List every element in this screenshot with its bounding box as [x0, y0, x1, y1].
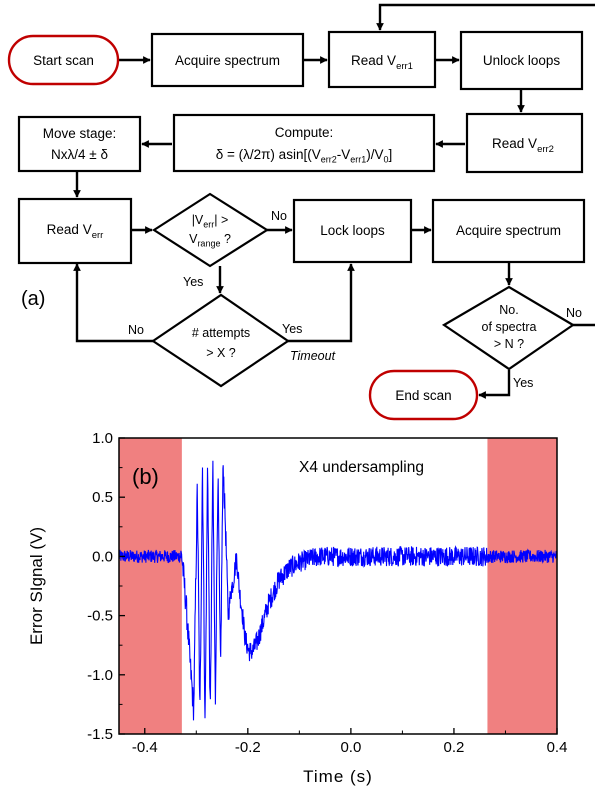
- lock-loops-label: Lock loops: [320, 223, 385, 238]
- x-tick-label: 0.4: [547, 739, 568, 756]
- x-tick-label: 0.2: [444, 739, 465, 756]
- move-stage-line2: Nxλ/4 ± δ: [51, 147, 108, 162]
- flow-edges: [73, 3, 595, 399]
- read-verr2-label: Read Verr2: [492, 136, 554, 155]
- x-ticks: -0.4 -0.2 0.0 0.2 0.4: [132, 728, 568, 756]
- chart-panel-b: -0.4 -0.2 0.0 0.2 0.4 1.00.50.0-0.5-1.0-1.5 …: [27, 430, 567, 786]
- attempts-line1: # attempts: [192, 326, 250, 340]
- unlock-loops-label: Unlock loops: [483, 53, 561, 68]
- x-tick-label: 0.0: [340, 739, 361, 756]
- spectra-line1: No.: [499, 303, 518, 317]
- y-tick-label: -0.5: [87, 608, 113, 625]
- range-check-line1: |Verr| >: [192, 213, 229, 230]
- label-attempts-yes: Yes: [282, 322, 302, 336]
- shaded-region-1: [119, 438, 182, 734]
- edge-spectra-yes-end: [478, 370, 511, 399]
- panel-label-b: (b): [132, 464, 159, 489]
- x-axis-label: Time (s): [303, 767, 373, 786]
- edge-attempts-yes-lock: [288, 263, 355, 343]
- y-tick-label: 1.0: [92, 430, 113, 447]
- read-verr1-label: Read Verr1: [351, 53, 413, 72]
- compute-line1: Compute:: [275, 125, 334, 140]
- shaded-regions: [119, 438, 557, 734]
- attempts-line2: > X ?: [206, 346, 236, 360]
- node-end-scan: End scan: [368, 369, 479, 421]
- node-spectra-check: No. of spectra > N ?: [441, 285, 576, 371]
- compute-formula: δ = (λ/2π) asin[(Verr2-Verr1)/V0]: [216, 147, 393, 165]
- start-scan-label: Start scan: [33, 53, 94, 68]
- node-read-verr2: Read Verr2: [465, 112, 584, 174]
- node-read-verr: Read Verr: [17, 197, 133, 265]
- range-check-line2: Vrange ?: [189, 232, 231, 249]
- label-range-no: No: [271, 209, 287, 223]
- y-axis-label: Error SIgnal (V): [27, 527, 46, 645]
- node-lock-loops: Lock loops: [292, 198, 413, 264]
- y-ticks: 1.0 0.5 0.0 -0.5 -1.0 -1.5: [87, 430, 125, 743]
- end-scan-label: End scan: [395, 388, 451, 403]
- node-range-check: |Verr| > Vrange ?: [151, 192, 270, 268]
- node-move-stage: Move stage: Nxλ/4 ± δ: [17, 115, 142, 173]
- y-tick-label: 0.0: [92, 548, 113, 565]
- acquire-spectrum-2-label: Acquire spectrum: [456, 223, 561, 238]
- spectra-line2: of spectra: [482, 320, 537, 334]
- node-acquire-spectrum-2: Acquire spectrum: [431, 198, 586, 264]
- node-acquire-spectrum-1: Acquire spectrum: [150, 32, 305, 88]
- label-timeout: Timeout: [290, 349, 336, 363]
- label-range-yes: Yes: [183, 275, 203, 289]
- label-spectra-yes: Yes: [513, 376, 533, 390]
- x-tick-label: -0.2: [235, 739, 261, 756]
- node-compute: Compute: δ = (λ/2π) asin[(Verr2-Verr1)/V…: [172, 113, 436, 173]
- edge-attempts-no-readerr: [73, 263, 153, 343]
- node-unlock-loops: Unlock loops: [459, 30, 584, 91]
- read-verr-label: Read Verr: [47, 222, 104, 241]
- shaded-region-2: [487, 438, 557, 734]
- node-read-verr1: Read Verr1: [327, 30, 437, 89]
- y-tick-label: -1.5: [87, 726, 113, 743]
- trace-layer: [119, 460, 557, 721]
- chart-annotation: X4 undersampling: [299, 459, 424, 476]
- error-signal-trace: [119, 460, 557, 721]
- edge-loop-readerr1: [376, 3, 595, 31]
- spectra-line3: > N ?: [494, 337, 524, 351]
- node-attempts-check: # attempts > X ?: [151, 293, 290, 388]
- panel-label-a: (a): [21, 288, 45, 310]
- flowchart: Start scan Acquire spectrum Read Verr1 U…: [7, 3, 595, 421]
- label-attempts-no: No: [128, 323, 144, 337]
- label-spectra-no: No: [566, 306, 582, 320]
- acquire-spectrum-1-label: Acquire spectrum: [175, 53, 280, 68]
- y-tick-label: -1.0: [87, 667, 113, 684]
- move-stage-line1: Move stage:: [43, 126, 117, 141]
- x-tick-label: -0.4: [132, 739, 158, 756]
- node-start-scan: Start scan: [7, 34, 120, 86]
- y-tick-label: 0.5: [92, 489, 113, 506]
